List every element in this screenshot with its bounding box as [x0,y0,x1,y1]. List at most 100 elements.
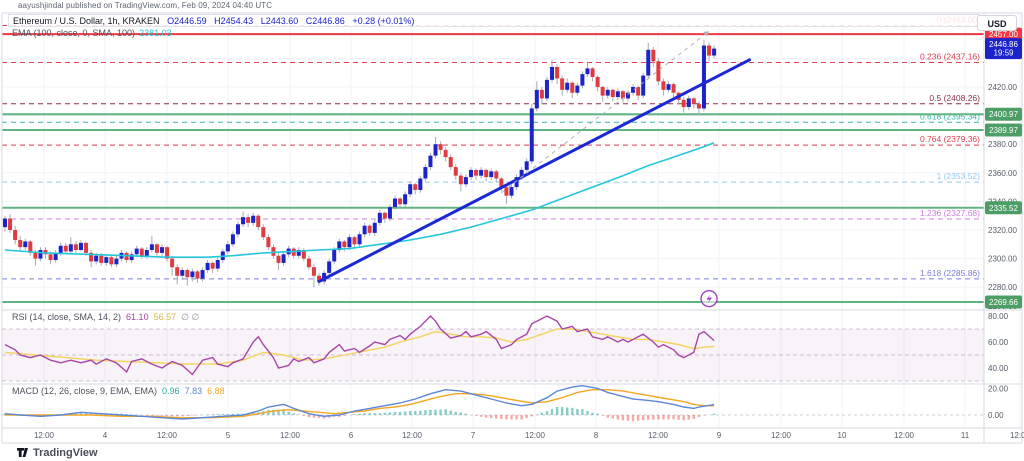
candle [205,262,210,271]
histogram-bar [667,415,670,420]
histogram-bar [636,415,640,421]
histogram-bar [388,412,392,415]
rsi-legend-title[interactable]: RSI (14, close, SMA, 14, 2) [12,312,122,322]
candle [489,171,494,178]
histogram-bar [419,410,422,415]
histogram-bar [409,411,412,415]
fib-label-0.5: 0.5 (2408.26) [929,93,980,103]
fib-label-1.236: 1.236 (2327.68) [920,208,980,218]
candle [398,198,403,205]
price-label-last-price [985,38,1022,60]
price-label-level [985,201,1022,215]
histogram-bar [368,413,371,415]
candle [53,252,58,261]
time-axis-tick: 12:00 [280,431,301,440]
histogram-bar [287,411,290,415]
trend-line[interactable] [317,58,752,283]
histogram-bar [484,415,488,418]
histogram-bar [434,409,437,415]
time-axis-tick: 12:00 [894,431,915,440]
histogram-bar [373,413,376,415]
time-axis-tick: 5 [226,431,231,440]
candle [33,252,38,259]
candle [58,245,63,253]
histogram-bar [712,413,716,415]
tradingview-logo[interactable]: TradingView [16,446,98,459]
histogram-bar [363,413,366,415]
time-axis-tick: 12:00 [34,431,55,440]
histogram-bar [343,415,346,416]
price-axis-tick: 2320.00 [988,226,1017,235]
candle [235,224,240,235]
ohlc-close: C2446.86 [305,16,345,26]
histogram-bar [474,415,478,416]
candle [590,68,595,77]
projection-arrow[interactable] [501,30,710,194]
ema-legend[interactable]: EMA (100, close, 0, SMA, 100) 2381.03 [12,28,172,39]
candle [529,108,534,162]
candle [534,89,539,109]
histogram-bar [378,413,382,415]
candle [109,257,114,265]
histogram-bar [302,415,306,416]
candle [94,255,99,262]
time-axis-tick: 12:00 [525,431,546,440]
symbol-title[interactable]: Ethereum / U.S. Dollar, 1h, KRAKEN [13,16,160,26]
histogram-bar [576,409,579,415]
rsi-legend[interactable]: RSI (14, close, SMA, 14, 2) 61.10 56.57 ∅ ∅ [12,312,199,323]
symbol-legend[interactable]: Ethereum / U.S. Dollar, 1h, KRAKEN O2446… [8,14,980,27]
candle [701,45,706,109]
candle [68,244,73,252]
candle [8,218,13,230]
price-label-level [985,123,1022,137]
candle [3,218,7,228]
candle [251,215,256,223]
candle [165,247,170,259]
rsi-sma-value: 56.57 [153,312,177,322]
candle [499,178,504,188]
candle [560,78,565,90]
candle [413,184,418,190]
histogram-bar [429,409,432,415]
candle [418,178,423,190]
candle [139,248,144,256]
histogram-bar [540,412,544,415]
candle [595,76,600,87]
candle [180,270,185,276]
histogram-bar [626,415,630,421]
candle [63,245,68,252]
candle [575,85,580,93]
price-label-countdown: 19:59 [993,49,1014,58]
rsi-axis-tick: 80.00 [988,312,1009,321]
candle [134,248,139,255]
attribution: aayushjindal published on TradingView.co… [18,1,273,10]
candle [241,217,246,225]
histogram-bar [571,407,574,415]
price-axis-tick: 2280.00 [988,283,1017,292]
fib-label-0.764: 0.764 (2379.36) [920,134,980,144]
candle [342,241,347,248]
price-axis-tick: 2420.00 [988,83,1017,92]
candle [641,75,646,96]
candle [347,237,352,248]
candle [651,49,656,62]
histogram-bar [525,415,528,418]
histogram-bar [358,413,361,415]
candle [631,87,636,93]
rsi-sma-line [4,328,715,365]
ema-legend-title[interactable]: EMA (100, close, 0, SMA, 100) [12,28,136,38]
candle [712,48,717,56]
candle [185,270,190,278]
macd-legend[interactable]: MACD (12, 26, close, 9, EMA, EMA) 0.96 7.8… [12,386,225,396]
candle [585,68,590,75]
candle [230,234,235,245]
candle [306,258,311,268]
histogram-bar [160,415,164,416]
macd-line-value: 7.83 [184,386,203,396]
macd-legend-title[interactable]: MACD (12, 26, close, 9, EMA, EMA) [12,386,158,396]
currency-toggle-button[interactable]: USD [977,15,1017,31]
histogram-bar [317,415,321,419]
candle [352,237,357,245]
candle [544,79,549,99]
